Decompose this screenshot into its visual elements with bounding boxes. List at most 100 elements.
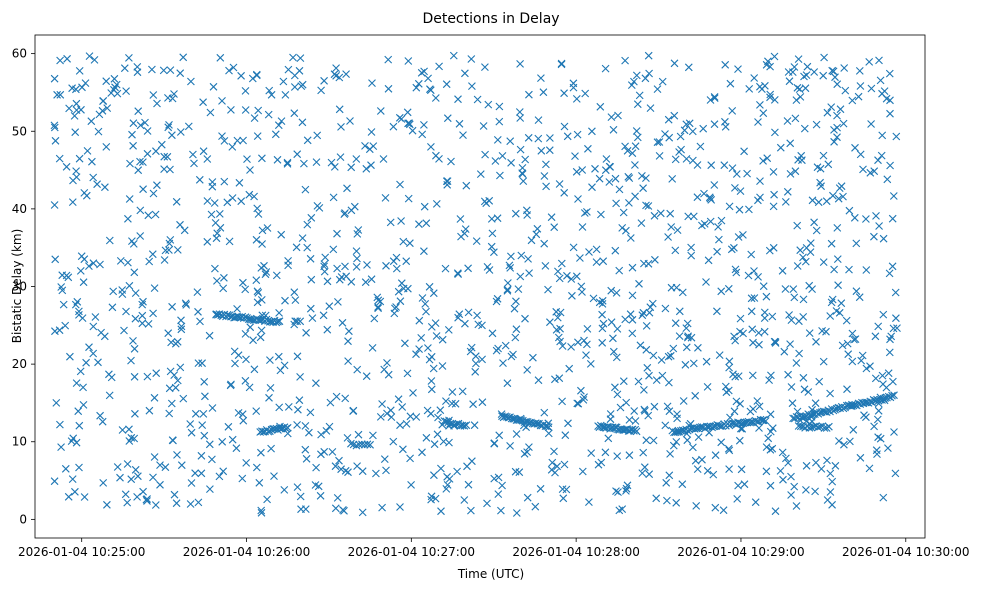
- detection-marker: [252, 71, 261, 80]
- detection-marker: [150, 453, 159, 461]
- detection-marker: [143, 149, 152, 158]
- detection-marker: [127, 475, 136, 484]
- detection-marker: [199, 410, 208, 418]
- detection-marker: [524, 255, 532, 263]
- detection-marker: [332, 392, 341, 401]
- detection-marker: [363, 261, 371, 269]
- detection-marker: [353, 365, 362, 374]
- detection-marker: [461, 319, 469, 328]
- detection-marker: [316, 491, 325, 500]
- detection-marker: [799, 373, 808, 382]
- detection-marker: [177, 325, 186, 334]
- detection-marker: [166, 66, 175, 74]
- detection-marker: [599, 257, 608, 266]
- detection-marker: [323, 325, 332, 334]
- detection-marker: [714, 223, 722, 231]
- detection-marker: [770, 96, 779, 104]
- detection-marker: [776, 467, 785, 475]
- detection-marker: [200, 377, 209, 386]
- detection-marker: [586, 360, 595, 368]
- detection-marker: [352, 263, 361, 271]
- detection-marker: [606, 163, 615, 171]
- detection-marker: [792, 359, 801, 367]
- detection-marker: [73, 297, 82, 306]
- detection-marker: [320, 260, 329, 268]
- detection-marker: [632, 427, 641, 436]
- detection-marker: [505, 261, 514, 270]
- detection-marker: [460, 229, 469, 238]
- detection-marker: [148, 65, 156, 74]
- detection-marker: [263, 224, 272, 232]
- detection-marker: [182, 301, 191, 309]
- detection-marker: [833, 224, 842, 232]
- detection-marker: [725, 465, 733, 473]
- detection-marker: [707, 161, 716, 170]
- detection-marker: [68, 84, 76, 93]
- detection-marker: [199, 98, 207, 107]
- detection-marker: [165, 121, 173, 129]
- detection-marker: [317, 86, 325, 95]
- detection-marker: [317, 430, 325, 439]
- detection-marker: [675, 307, 684, 316]
- detection-marker: [468, 82, 476, 90]
- detection-marker: [728, 107, 737, 115]
- detection-marker: [337, 273, 346, 281]
- detection-marker: [427, 495, 435, 504]
- detection-marker: [242, 459, 251, 467]
- detection-marker: [225, 237, 234, 246]
- detection-marker: [145, 406, 154, 415]
- detection-marker: [386, 406, 395, 415]
- detection-marker: [396, 503, 404, 511]
- x-tick-label: 2026-01-04 10:27:00: [348, 545, 475, 559]
- detection-marker: [328, 448, 337, 456]
- detection-marker: [664, 115, 673, 124]
- detection-marker: [760, 314, 769, 322]
- detection-marker: [577, 282, 586, 291]
- detection-marker: [768, 444, 777, 453]
- x-tick-label: 2026-01-04 10:29:00: [677, 545, 804, 559]
- detection-marker: [131, 409, 139, 418]
- detection-marker: [588, 127, 596, 136]
- detection-marker: [290, 71, 299, 80]
- detection-marker: [56, 420, 64, 429]
- detection-marker: [424, 74, 432, 83]
- detection-marker: [622, 487, 630, 495]
- detection-marker: [890, 428, 898, 436]
- detection-marker: [759, 109, 768, 118]
- detection-marker: [778, 448, 787, 457]
- detection-marker: [846, 437, 854, 446]
- detection-marker: [226, 381, 235, 390]
- detection-marker: [644, 411, 653, 420]
- detection-marker: [257, 264, 266, 272]
- detection-marker: [273, 155, 282, 164]
- detection-marker: [755, 340, 763, 349]
- detection-marker: [61, 321, 70, 330]
- detection-marker: [893, 324, 901, 332]
- detection-marker: [875, 56, 883, 65]
- detection-marker: [607, 286, 616, 295]
- detection-marker: [139, 158, 147, 166]
- detection-marker: [523, 493, 532, 502]
- detection-marker: [754, 329, 763, 337]
- detection-marker: [442, 80, 451, 89]
- detection-marker: [857, 356, 866, 365]
- detection-marker: [180, 226, 189, 235]
- detection-marker: [512, 430, 521, 438]
- detection-marker: [625, 451, 634, 460]
- detection-marker: [427, 352, 436, 361]
- x-axis: 2026-01-04 10:25:00 2026-01-04 10:26:00 20…: [18, 538, 969, 559]
- detection-marker: [666, 450, 674, 458]
- detection-marker: [403, 369, 412, 378]
- detection-marker: [795, 349, 803, 358]
- detection-marker: [66, 352, 74, 361]
- detection-marker: [408, 126, 417, 135]
- detection-marker: [189, 150, 197, 159]
- detection-marker: [129, 141, 137, 150]
- detection-marker: [559, 494, 568, 503]
- detection-marker: [556, 308, 565, 317]
- detection-marker: [254, 289, 263, 297]
- detection-marker: [270, 472, 278, 480]
- detection-marker: [805, 281, 814, 290]
- detection-marker: [724, 444, 733, 453]
- detection-marker: [828, 66, 837, 75]
